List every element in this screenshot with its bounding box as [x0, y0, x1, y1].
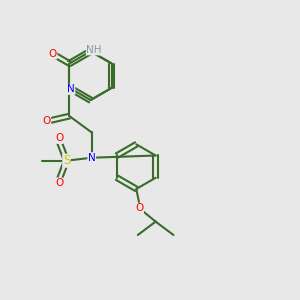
- Text: NH: NH: [86, 45, 102, 55]
- Text: O: O: [42, 116, 51, 126]
- Text: N: N: [88, 153, 96, 163]
- Text: N: N: [67, 84, 75, 94]
- Text: S: S: [63, 154, 70, 167]
- Text: O: O: [55, 134, 63, 143]
- Text: O: O: [49, 49, 57, 59]
- Text: O: O: [55, 178, 63, 188]
- Text: O: O: [135, 203, 143, 213]
